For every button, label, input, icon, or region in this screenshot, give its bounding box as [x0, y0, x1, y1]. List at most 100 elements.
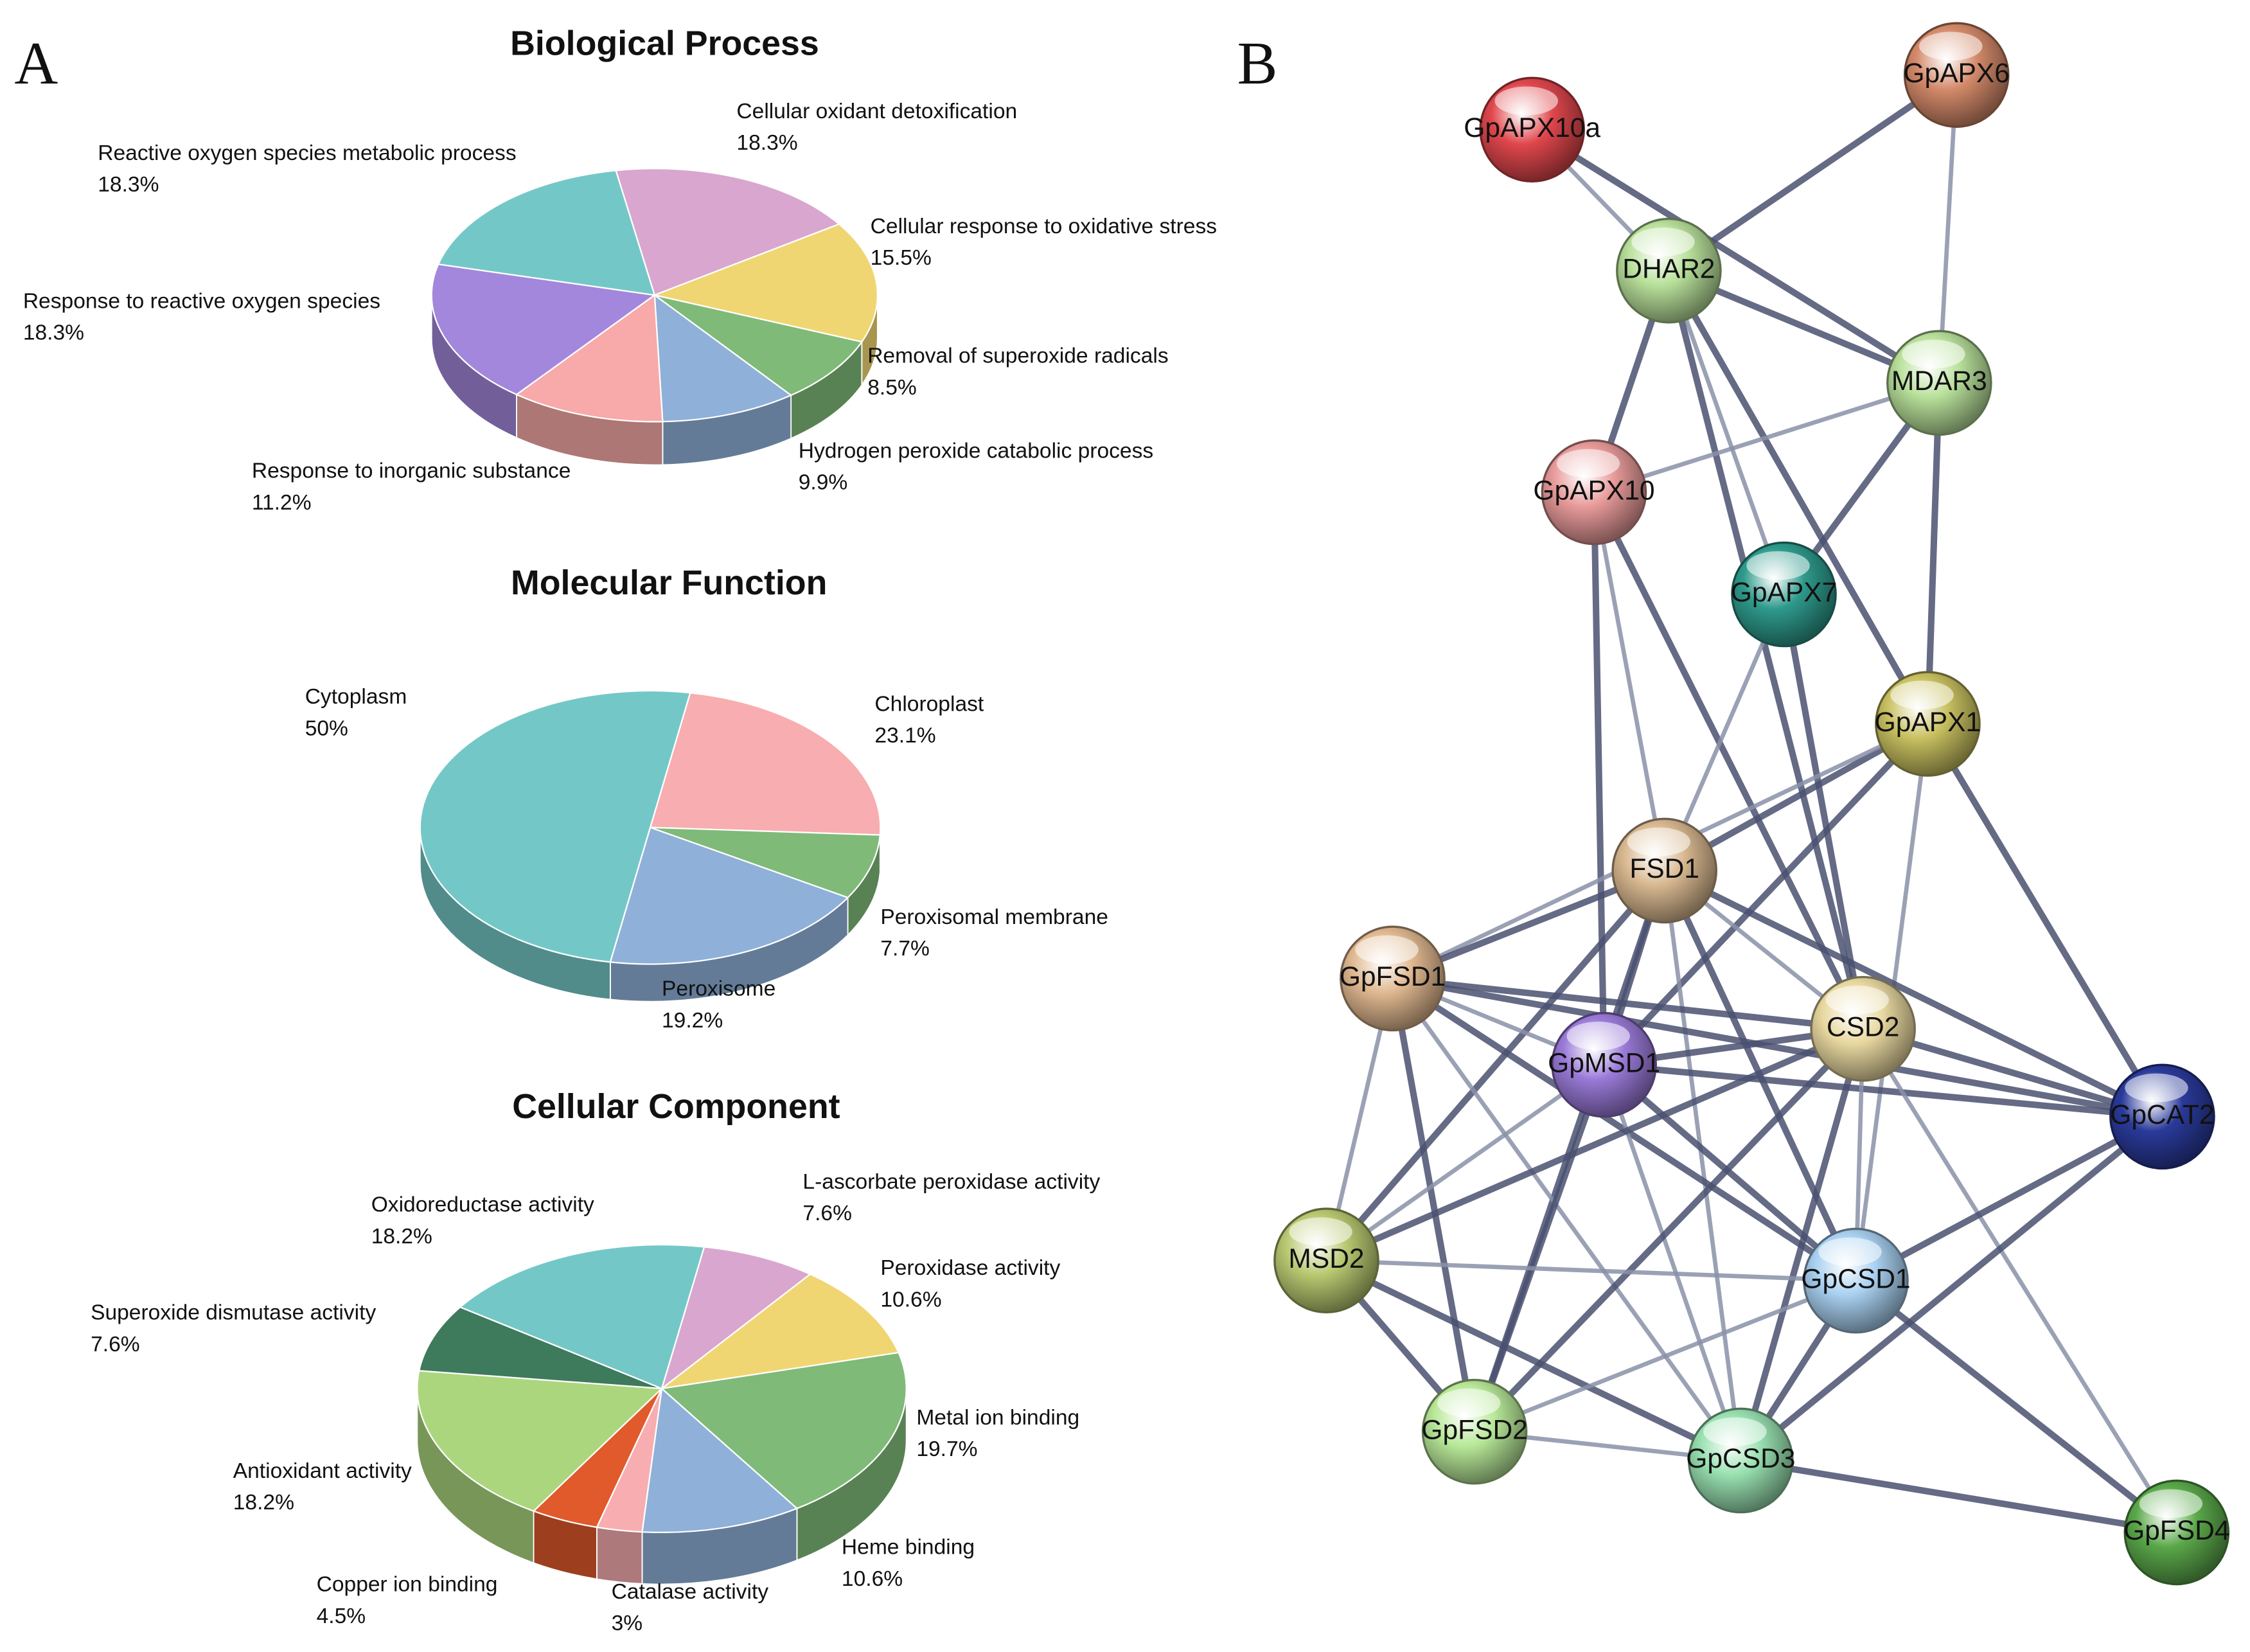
slice: [418, 1306, 662, 1390]
edge: [1325, 1257, 1742, 1464]
edge: [1326, 1258, 1856, 1283]
node-gloss: [1289, 1217, 1352, 1247]
edges: [1324, 72, 2179, 1536]
slice-label: Peroxisomal membrane: [880, 905, 1108, 929]
slice: [660, 1351, 907, 1509]
edge: [1604, 1061, 2163, 1120]
slice: [660, 1246, 812, 1391]
slice-label: Metal ion binding: [916, 1406, 1079, 1430]
node-gloss: [1890, 680, 1954, 710]
node-label: CSD2: [1827, 1011, 1899, 1042]
node-label: MSD2: [1288, 1243, 1364, 1274]
slice-side: [596, 1526, 643, 1585]
edge: [1473, 1278, 1857, 1434]
edge: [1924, 382, 1943, 724]
slice-label: Cellular oxidant detoxification: [736, 100, 1017, 123]
slice-value-label: 19.2%: [662, 1009, 723, 1033]
slice-value-label: 15.5%: [871, 246, 932, 270]
pie-tops: [416, 1243, 907, 1534]
slice: [649, 692, 881, 836]
edge: [1667, 270, 1786, 596]
edge: [1662, 870, 1743, 1461]
slice: [654, 294, 864, 396]
chart-title: Molecular Function: [511, 564, 827, 602]
slice-value-label: 18.3%: [736, 131, 797, 155]
pie-tops: [430, 168, 878, 423]
edge: [1390, 977, 1743, 1462]
node-gloss: [2139, 1489, 2203, 1518]
slice: [651, 223, 878, 343]
slice-value-label: 18.3%: [98, 173, 159, 197]
node-label: GpFSD2: [1421, 1414, 1527, 1445]
edge: [1854, 1278, 2179, 1535]
slice: [419, 689, 691, 963]
node-label: GpAPX6: [1903, 58, 2009, 89]
slice-value-label: 18.2%: [371, 1225, 432, 1248]
slice-value-label: 3%: [612, 1612, 643, 1635]
node-gloss: [1494, 86, 1558, 116]
slice-label: L-ascorbate peroxidase activity: [802, 1170, 1100, 1194]
slice: [459, 1243, 705, 1390]
slice-value-label: 7.6%: [91, 1333, 140, 1356]
slice: [650, 826, 881, 899]
slice-value-label: 9.9%: [799, 471, 848, 495]
node-label: MDAR3: [1891, 366, 1987, 396]
edge: [1740, 1457, 2177, 1536]
slice: [430, 263, 657, 396]
edge: [1591, 492, 1667, 871]
node-gloss: [1355, 935, 1419, 964]
slice-label: Cytoplasm: [305, 685, 407, 709]
slice: [641, 1387, 799, 1534]
slice-label: Response to reactive oxygen species: [23, 289, 380, 313]
slice-label: Antioxidant activity: [233, 1459, 412, 1483]
slice-value-label: 8.5%: [867, 376, 917, 400]
slice-label: Heme binding: [842, 1536, 975, 1559]
slice-value-label: 50%: [305, 716, 348, 740]
slice: [659, 1273, 900, 1390]
edge: [1667, 72, 1959, 274]
node-gloss: [1631, 227, 1695, 256]
edge: [1591, 490, 1866, 1031]
panel-label: A: [14, 30, 58, 97]
slice-label: Removal of superoxide radicals: [867, 344, 1168, 368]
panel-label: B: [1237, 30, 1278, 97]
edge: [1389, 977, 1478, 1433]
slice-label: Hydrogen peroxide catabolic process: [799, 439, 1153, 463]
slice-value-label: 10.6%: [880, 1288, 941, 1311]
slice-value-label: 18.2%: [233, 1491, 294, 1514]
edge: [1854, 1114, 2164, 1284]
slice-label: Peroxisome: [662, 977, 775, 1001]
node-gloss: [1919, 31, 1983, 61]
pie-sides: [416, 1388, 907, 1585]
node-gloss: [1825, 986, 1889, 1015]
slice-label: Response to inorganic substance: [252, 459, 571, 483]
slice-label: Catalase activity: [612, 1580, 769, 1604]
slice-value-label: 18.3%: [23, 321, 84, 345]
slice-label: Oxidoreductase activity: [371, 1193, 594, 1217]
node-label: DHAR2: [1622, 253, 1715, 284]
pie-tops: [419, 689, 881, 965]
slice: [609, 826, 849, 965]
pie-sides: [430, 295, 878, 466]
edge: [1324, 868, 1667, 1263]
slice-value-label: 19.7%: [916, 1437, 977, 1461]
node-label: GpMSD1: [1548, 1047, 1660, 1078]
edge: [1780, 594, 1866, 1030]
edge: [1471, 1063, 1608, 1433]
edge: [1925, 722, 2165, 1119]
slice-label: Superoxide dismutase activity: [91, 1301, 376, 1325]
node-label: FSD1: [1629, 853, 1699, 884]
slice-label: Reactive oxygen species metabolic proces…: [98, 141, 516, 165]
slice: [515, 294, 664, 423]
edge: [1665, 269, 1866, 1030]
slice-label: Copper ion binding: [317, 1573, 498, 1597]
slice-value-label: 7.6%: [802, 1202, 852, 1225]
edge: [1663, 867, 2164, 1120]
slice-value-label: 11.2%: [252, 491, 312, 515]
node-gloss: [1703, 1417, 1767, 1446]
node-gloss: [1627, 827, 1690, 857]
node-label: GpAPX10a: [1464, 112, 1600, 143]
nodes: GpAPX10a GpAPX6 DHAR2 MDAR3 GpAPX10 GpAPX7 GpA…: [1273, 22, 2230, 1586]
node-label: GpAPX1: [1875, 707, 1981, 738]
node-gloss: [1437, 1389, 1501, 1417]
